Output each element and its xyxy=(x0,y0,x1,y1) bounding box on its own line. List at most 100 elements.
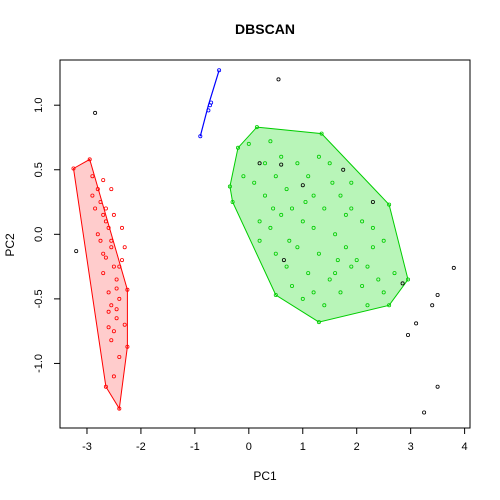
cluster1-point-21 xyxy=(117,354,122,359)
cluster2-point-53 xyxy=(370,225,375,230)
y-tick-label-0: -1.0 xyxy=(33,354,45,373)
cluster2-point-19 xyxy=(316,154,321,159)
cluster1-point-2 xyxy=(90,174,95,179)
noise-point-8 xyxy=(422,410,427,415)
cluster1-point-11 xyxy=(103,255,108,260)
noise-point-10 xyxy=(435,292,440,297)
cluster1-point-31 xyxy=(109,187,114,192)
cluster2-point-29 xyxy=(279,212,284,217)
cluster2-point-2 xyxy=(254,125,259,130)
cluster1-point-16 xyxy=(117,296,122,301)
cluster1-point-17 xyxy=(109,303,114,308)
cluster2-point-63 xyxy=(365,303,370,308)
cluster1-point-37 xyxy=(114,286,119,291)
cluster2-point-50 xyxy=(311,290,316,295)
y-tick-label-2: 0.0 xyxy=(33,227,45,242)
x-tick-label-2: -1 xyxy=(190,441,200,453)
cluster2-point-46 xyxy=(349,264,354,269)
cluster2-point-59 xyxy=(349,180,354,185)
y-tick-label-4: 1.0 xyxy=(33,98,45,113)
cluster2-point-40 xyxy=(284,264,289,269)
noise-point-7 xyxy=(414,321,419,326)
cluster2-point-7 xyxy=(316,320,321,325)
noise-point-5 xyxy=(400,281,405,286)
cluster2-point-24 xyxy=(370,245,375,250)
noise-point-14 xyxy=(279,162,284,167)
cluster2-point-5 xyxy=(405,277,410,282)
cluster1-point-36 xyxy=(111,329,116,334)
cluster2-point-3 xyxy=(319,131,324,136)
cluster2-point-21 xyxy=(338,193,343,198)
cluster1-point-35 xyxy=(106,309,111,314)
cluster1-point-26 xyxy=(125,344,130,349)
x-tick-label-4: 1 xyxy=(300,441,306,453)
cluster1-point-6 xyxy=(101,212,106,217)
cluster2-point-31 xyxy=(300,219,305,224)
noise-point-6 xyxy=(405,332,410,337)
cluster2-point-13 xyxy=(252,180,257,185)
cluster1-point-42 xyxy=(111,212,116,217)
cluster1-point-27 xyxy=(122,322,127,327)
cluster2-point-28 xyxy=(268,225,273,230)
cluster2-point-23 xyxy=(360,219,365,224)
cluster1-point-28 xyxy=(117,264,122,269)
noise-point-1 xyxy=(93,110,98,115)
cluster2-point-66 xyxy=(335,258,340,263)
cluster1-point-41 xyxy=(101,178,106,183)
noise-point-12 xyxy=(451,265,456,270)
cluster1-point-12 xyxy=(111,264,116,269)
cluster1-point-1 xyxy=(87,157,92,162)
cluster2-point-15 xyxy=(273,174,278,179)
cluster2-point-30 xyxy=(289,206,294,211)
cluster2-point-36 xyxy=(354,258,359,263)
cluster1-point-13 xyxy=(101,271,106,276)
cluster2-point-34 xyxy=(333,232,338,237)
cluster2-point-55 xyxy=(262,161,267,166)
cluster3-point-3 xyxy=(209,100,214,105)
cluster2-point-57 xyxy=(311,193,316,198)
cluster2-point-43 xyxy=(316,251,321,256)
cluster3-point-4 xyxy=(217,68,222,73)
cluster1-point-19 xyxy=(106,325,111,330)
cluster2-point-8 xyxy=(273,292,278,297)
cluster1-point-22 xyxy=(111,374,116,379)
cluster2-point-27 xyxy=(257,219,262,224)
cluster2-point-25 xyxy=(381,238,386,243)
cluster-hulls xyxy=(72,70,409,411)
cluster2-point-10 xyxy=(246,141,251,146)
x-axis-label: PC1 xyxy=(253,469,277,483)
cluster1-point-3 xyxy=(95,187,100,192)
cluster2-point-22 xyxy=(349,206,354,211)
cluster2-point-6 xyxy=(387,303,392,308)
x-tick-label-3: 0 xyxy=(246,441,252,453)
cluster2-point-54 xyxy=(343,212,348,217)
cluster2-point-44 xyxy=(327,277,332,282)
data-points xyxy=(71,68,456,415)
cluster2-point-51 xyxy=(322,303,327,308)
plot-frame xyxy=(59,59,471,429)
noise-point-2 xyxy=(276,77,281,82)
cluster1-point-23 xyxy=(103,384,108,389)
cluster2-point-11 xyxy=(268,139,273,144)
cluster2-point-41 xyxy=(295,245,300,250)
chart-title: DBSCAN xyxy=(235,21,295,37)
cluster1-point-25 xyxy=(125,287,130,292)
cluster2-point-20 xyxy=(327,161,332,166)
cluster1-point-8 xyxy=(106,225,111,230)
cluster2-point-16 xyxy=(284,187,289,192)
cluster1-point-14 xyxy=(114,277,119,282)
cluster2-point-61 xyxy=(287,238,292,243)
axes: -3 -2 -1 0 1 2 3 4 -1.0 -0.5 0.0 0.5 1.0 xyxy=(33,98,468,453)
noise-point-16 xyxy=(281,258,286,263)
cluster2-point-49 xyxy=(300,296,305,301)
cluster1-point-10 xyxy=(109,245,114,250)
cluster2-point-56 xyxy=(279,154,284,159)
noise-point-15 xyxy=(300,183,305,188)
noise-point-9 xyxy=(430,303,435,308)
cluster1-point-9 xyxy=(98,238,103,243)
cluster1-point-18 xyxy=(114,316,119,321)
cluster2-point-45 xyxy=(338,290,343,295)
cluster1-point-15 xyxy=(106,290,111,295)
cluster2-point-1 xyxy=(235,145,240,150)
